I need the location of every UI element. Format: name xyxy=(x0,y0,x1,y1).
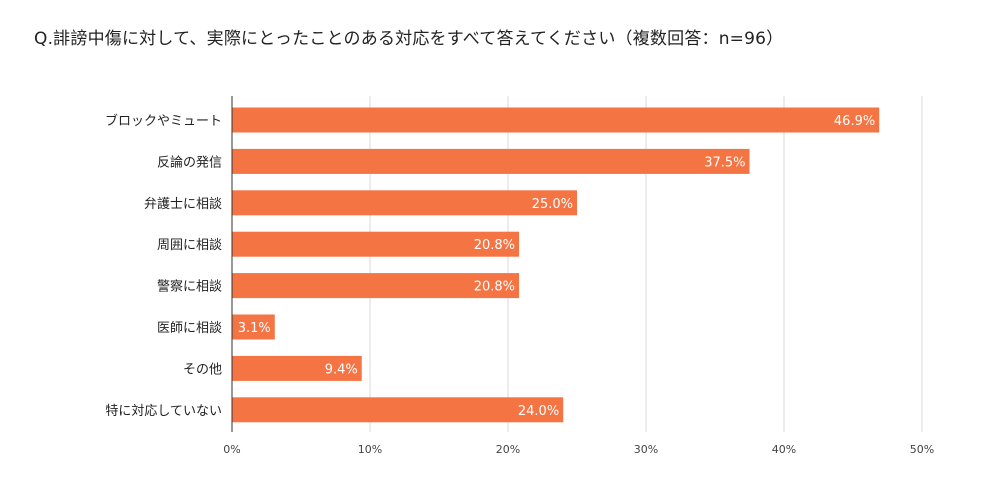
category-labels: ブロックやミュート反論の発信弁護士に相談周囲に相談警察に相談医師に相談その他特に… xyxy=(105,113,222,419)
bar-value-label: 25.0% xyxy=(532,197,573,212)
bar-value-label: 9.4% xyxy=(325,362,358,377)
chart-title: Q.誹謗中傷に対して、実際にとったことのある対応をすべて答えてください（複数回答… xyxy=(34,29,784,49)
x-tick-label: 30% xyxy=(634,443,658,456)
category-label: 特に対応していない xyxy=(105,404,222,419)
category-label: 警察に相談 xyxy=(157,279,222,295)
category-label: その他 xyxy=(183,362,222,377)
grid-lines xyxy=(369,96,923,432)
bar-value-label: 20.8% xyxy=(474,238,515,253)
bar xyxy=(232,190,577,216)
bar-value-label: 3.1% xyxy=(238,321,271,336)
category-label: 弁護士に相談 xyxy=(144,196,222,212)
x-tick-labels: 0% 10% 20% 30% 40% 50% xyxy=(223,443,934,456)
bar xyxy=(232,107,880,133)
bars: 46.9% 37.5% 25.0% 20.8% 20.8% 3.1% 9.4% 24.0% xyxy=(232,107,880,423)
bar xyxy=(232,273,520,299)
bar-value-label: 37.5% xyxy=(704,155,745,170)
bar-value-label: 46.9% xyxy=(834,114,875,129)
bar xyxy=(232,231,520,257)
category-label: ブロックやミュート xyxy=(105,113,222,129)
bar xyxy=(232,397,564,423)
bar-value-label: 20.8% xyxy=(474,280,515,295)
bar-value-label: 24.0% xyxy=(518,404,559,419)
bar xyxy=(232,148,750,174)
x-tick-label: 0% xyxy=(223,443,240,456)
bar xyxy=(232,314,275,340)
category-label: 周囲に相談 xyxy=(157,237,222,253)
category-label: 反論の発信 xyxy=(157,154,222,170)
category-label: 医師に相談 xyxy=(157,320,222,336)
x-tick-label: 10% xyxy=(358,443,382,456)
bar xyxy=(232,355,362,381)
x-tick-label: 20% xyxy=(496,443,520,456)
x-tick-label: 50% xyxy=(910,443,934,456)
x-tick-label: 40% xyxy=(772,443,796,456)
